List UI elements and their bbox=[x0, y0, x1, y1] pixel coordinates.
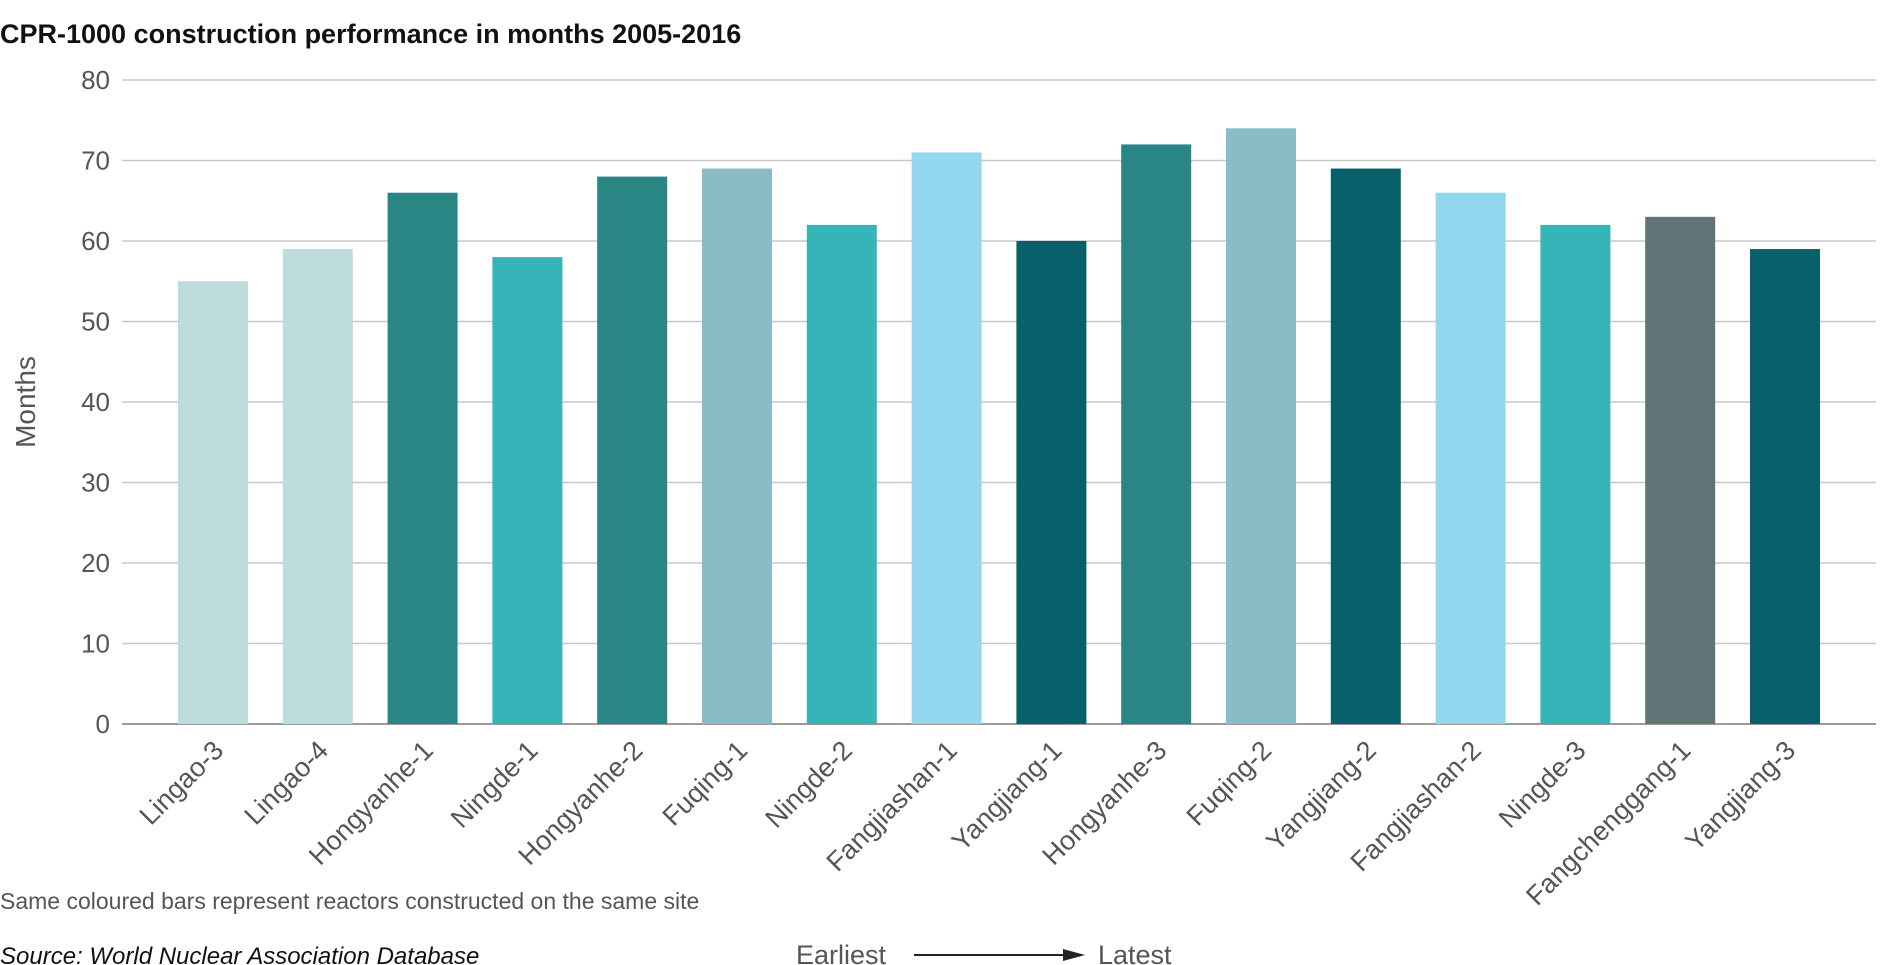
bar bbox=[387, 192, 458, 724]
x-tick-label: Fuqing-1 bbox=[657, 735, 754, 832]
y-tick-label: 10 bbox=[81, 629, 110, 659]
x-tick-label: Fuqing-2 bbox=[1181, 735, 1278, 832]
y-tick-label: 30 bbox=[81, 468, 110, 498]
bar bbox=[1226, 128, 1296, 725]
bar bbox=[1540, 224, 1611, 724]
y-axis-ticks: 0 10 20 30 40 50 60 70 80 bbox=[81, 65, 110, 739]
bar bbox=[1435, 192, 1506, 724]
y-axis-label: Months bbox=[10, 356, 41, 448]
gridlines bbox=[122, 79, 1876, 725]
y-tick-label: 70 bbox=[81, 146, 110, 176]
bar bbox=[806, 224, 877, 724]
order-arrow bbox=[914, 949, 1085, 961]
chart-title: CPR-1000 construction performance in mon… bbox=[0, 19, 741, 49]
order-end-label: Latest bbox=[1098, 940, 1172, 965]
y-tick-label: 40 bbox=[81, 387, 110, 417]
y-tick-label: 60 bbox=[81, 226, 110, 256]
x-tick-label: Ningde-1 bbox=[445, 735, 544, 834]
bar bbox=[1016, 241, 1087, 724]
chart-note: Same coloured bars represent reactors co… bbox=[0, 888, 699, 914]
order-start-label: Earliest bbox=[796, 940, 887, 965]
bar bbox=[1121, 144, 1192, 724]
chart-source: Source: World Nuclear Association Databa… bbox=[0, 943, 479, 965]
x-tick-label: Ningde-3 bbox=[1493, 735, 1592, 834]
bar bbox=[282, 249, 353, 725]
bar bbox=[1330, 168, 1401, 725]
bar bbox=[1645, 216, 1716, 724]
x-tick-label: Lingao-4 bbox=[239, 735, 335, 831]
y-tick-label: 0 bbox=[96, 709, 110, 739]
bar bbox=[1750, 249, 1820, 725]
y-tick-label: 80 bbox=[81, 65, 110, 95]
x-tick-label: Lingao-3 bbox=[134, 735, 230, 831]
bar bbox=[492, 257, 563, 724]
bar bbox=[911, 152, 982, 724]
bars bbox=[178, 128, 1820, 725]
x-tick-label: Ningde-2 bbox=[759, 735, 858, 834]
x-tick-label: Yangjiang-3 bbox=[1680, 735, 1802, 857]
y-tick-label: 20 bbox=[81, 548, 110, 578]
bar bbox=[702, 168, 772, 725]
y-tick-label: 50 bbox=[81, 307, 110, 337]
bar bbox=[178, 281, 248, 724]
bar bbox=[597, 176, 668, 725]
